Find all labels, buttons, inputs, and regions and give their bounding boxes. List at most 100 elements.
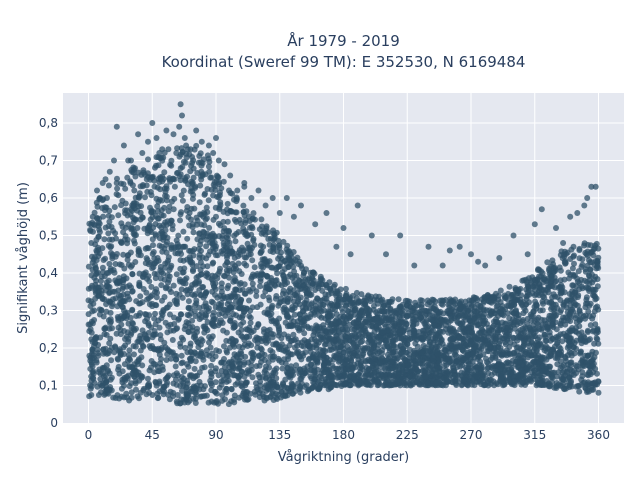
data-point — [256, 226, 263, 233]
data-point — [244, 240, 251, 247]
data-point — [158, 356, 164, 362]
data-point — [257, 345, 264, 352]
data-point — [173, 290, 180, 297]
data-point — [481, 382, 488, 389]
data-point — [122, 233, 129, 239]
data-point — [476, 361, 483, 368]
data-point — [366, 306, 373, 313]
data-point — [290, 287, 297, 294]
data-point — [168, 289, 174, 295]
data-point — [94, 383, 101, 390]
data-point — [96, 220, 103, 227]
data-point — [190, 229, 197, 236]
data-point — [270, 379, 277, 386]
data-point — [569, 265, 576, 272]
data-point — [137, 216, 144, 223]
data-point — [283, 389, 289, 396]
data-point — [547, 353, 554, 360]
data-point — [566, 275, 573, 282]
data-point — [137, 183, 144, 190]
data-point — [249, 257, 256, 264]
data-point — [587, 322, 594, 329]
data-point — [161, 204, 168, 211]
data-point — [107, 267, 114, 274]
data-point — [520, 375, 527, 382]
data-point — [87, 357, 94, 364]
data-point — [581, 240, 588, 247]
data-point — [262, 375, 269, 382]
data-point — [353, 295, 360, 302]
data-point — [223, 244, 230, 251]
data-point — [357, 339, 364, 346]
data-point — [519, 325, 526, 332]
data-point — [249, 285, 256, 292]
data-point — [105, 182, 112, 189]
data-point — [249, 304, 256, 311]
data-point — [263, 370, 270, 377]
data-point — [157, 263, 164, 270]
data-point — [97, 334, 104, 341]
data-point — [558, 282, 565, 289]
data-point — [283, 312, 290, 319]
data-point — [220, 208, 227, 215]
data-point — [131, 240, 138, 247]
data-point — [192, 336, 199, 343]
data-point — [146, 367, 153, 374]
data-point — [184, 286, 191, 293]
data-point — [280, 238, 287, 245]
data-point — [107, 244, 114, 251]
data-point — [204, 263, 211, 270]
data-point — [212, 388, 219, 395]
data-point — [232, 381, 239, 388]
data-point — [532, 277, 539, 284]
data-point — [449, 335, 456, 342]
data-point — [281, 278, 288, 285]
data-point — [193, 391, 200, 398]
data-point — [177, 165, 184, 172]
data-point — [184, 311, 191, 318]
data-point — [377, 359, 384, 366]
data-point — [595, 254, 602, 261]
data-point — [308, 311, 315, 317]
data-point — [577, 316, 584, 323]
data-point — [557, 331, 564, 338]
data-point — [565, 342, 572, 349]
data-point — [170, 389, 177, 396]
data-point — [242, 290, 249, 297]
data-point — [252, 391, 259, 398]
data-point — [136, 270, 143, 277]
data-point — [438, 300, 445, 307]
data-point — [118, 385, 125, 392]
data-point — [204, 319, 211, 325]
data-point — [297, 366, 304, 373]
data-point — [243, 326, 250, 333]
data-point — [115, 363, 122, 370]
data-point — [212, 365, 219, 372]
data-point — [221, 225, 228, 232]
data-point — [171, 183, 178, 190]
data-point — [179, 294, 186, 301]
data-point — [200, 294, 207, 301]
data-point — [318, 370, 325, 377]
data-point — [575, 383, 582, 390]
data-point — [113, 191, 120, 198]
data-point — [134, 225, 141, 231]
data-point — [163, 193, 170, 200]
data-point — [132, 259, 139, 265]
data-point — [493, 307, 500, 314]
data-point — [209, 260, 216, 267]
data-point — [210, 216, 217, 223]
data-point — [286, 256, 293, 263]
data-point — [546, 363, 553, 370]
data-point — [153, 195, 160, 202]
data-point — [442, 297, 449, 303]
data-point — [535, 289, 542, 296]
data-point — [157, 332, 164, 339]
data-point — [167, 321, 174, 328]
data-point — [122, 342, 129, 349]
data-point — [358, 359, 365, 366]
data-point — [89, 346, 96, 353]
data-point — [99, 264, 106, 271]
data-point — [405, 362, 412, 369]
data-point — [251, 264, 258, 271]
